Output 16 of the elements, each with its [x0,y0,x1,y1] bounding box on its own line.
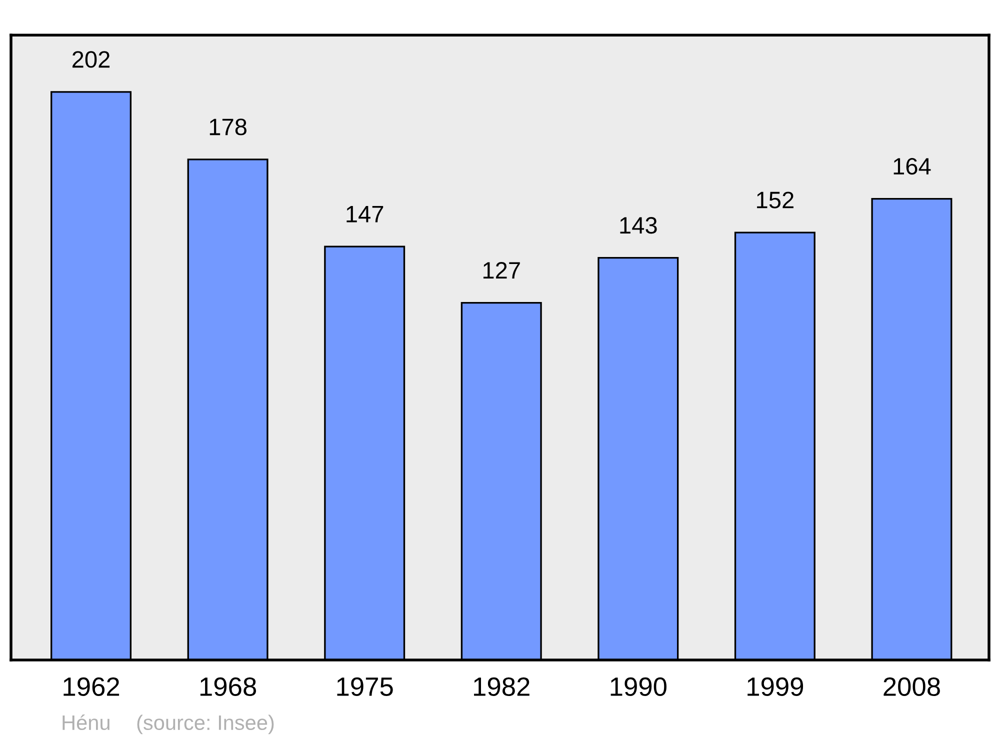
x-tick-label: 1975 [337,677,393,696]
text: Hénu [62,714,110,730]
x-tick-label: 1999 [748,677,804,696]
x-tick-label: 1962 [64,677,120,696]
text: (source: Insee) [137,714,274,734]
x-tick-label: 1982 [474,677,530,696]
data-label: 202 [72,51,110,68]
data-label: 152 [757,192,794,208]
x-tick-label: 1990 [610,677,666,696]
x-tick-label: 1968 [200,677,256,696]
data-label: 164 [894,158,931,175]
data-label: 147 [346,206,384,222]
data-label: 143 [620,217,657,234]
data-label: 178 [210,118,246,136]
data-label: 127 [483,262,520,278]
x-tick-label: 2008 [884,677,940,696]
